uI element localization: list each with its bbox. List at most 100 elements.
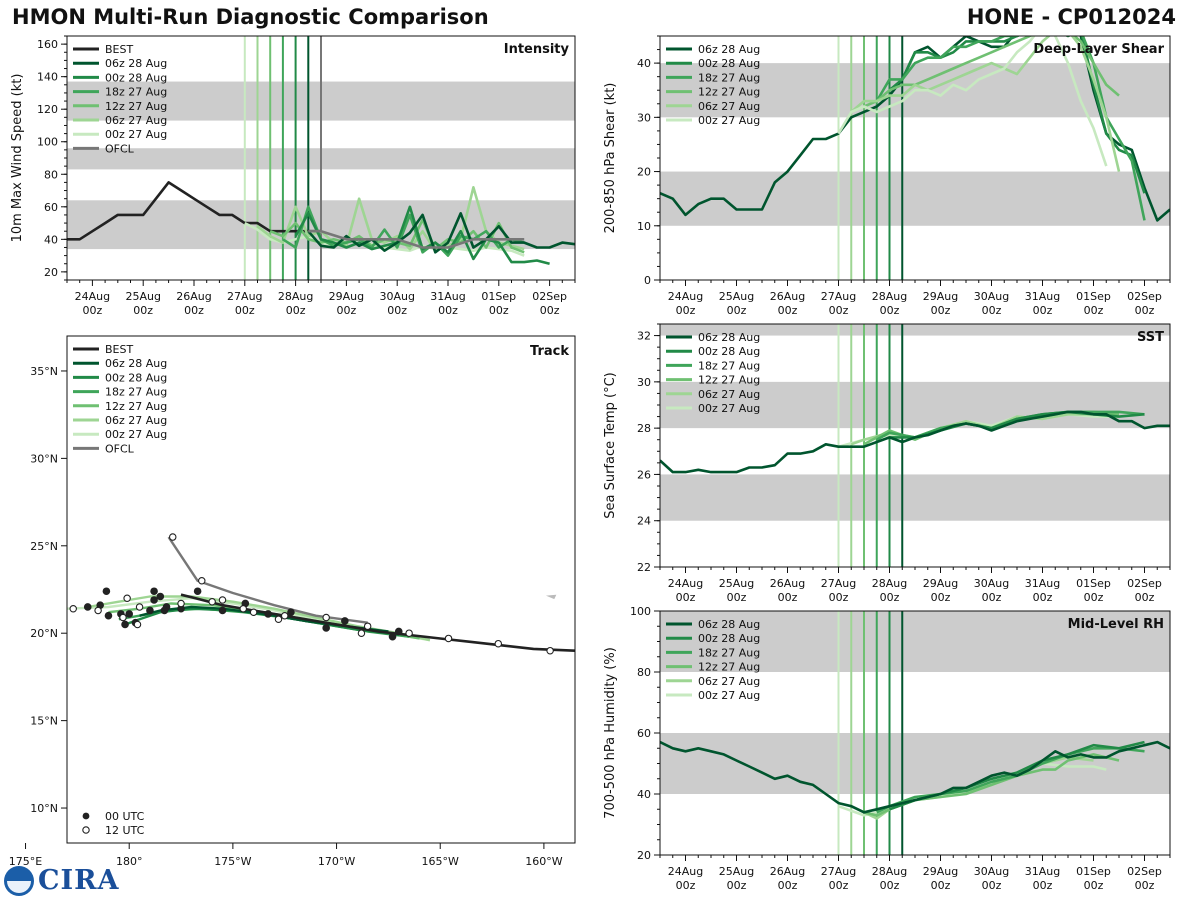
x-tick-label: 00z bbox=[337, 304, 357, 317]
x-tick-label: 25Aug bbox=[719, 577, 754, 590]
threshold-band bbox=[660, 474, 1170, 521]
x-tick-label: 00z bbox=[982, 304, 1002, 317]
plot-area bbox=[660, 36, 1170, 280]
y-tick-label: 140 bbox=[37, 71, 58, 84]
y-tick-label: 0 bbox=[644, 274, 651, 287]
y-axis-label: 200-850 hPa Shear (kt) bbox=[603, 83, 618, 234]
track-marker-12utc bbox=[119, 613, 127, 622]
y-tick-label: 20 bbox=[44, 266, 58, 279]
x-tick-label: 00z bbox=[931, 304, 951, 317]
x-tick-label: 27Aug bbox=[821, 577, 856, 590]
legend-label-r06z27: 06z 27 Aug bbox=[698, 388, 760, 401]
y-tick-label: 60 bbox=[637, 727, 651, 740]
panel-intensity: 2040608010012014016024Aug00z25Aug00z26Au… bbox=[10, 35, 576, 317]
x-tick-label: 01Sep bbox=[1076, 865, 1111, 878]
track-marker-12utc bbox=[198, 577, 206, 585]
panel-title: Mid-Level RH bbox=[1068, 617, 1164, 632]
x-tick-label: 30Aug bbox=[379, 290, 414, 303]
plot-area bbox=[67, 36, 575, 280]
x-tick-label: 26Aug bbox=[770, 577, 805, 590]
track-marker-00utc bbox=[102, 587, 111, 596]
x-tick-label: 00z bbox=[931, 879, 951, 892]
legend-label-r06z28: 06z 28 Aug bbox=[698, 331, 760, 344]
track-marker-00utc bbox=[341, 617, 349, 625]
track-marker-12utc bbox=[494, 639, 503, 648]
track-marker-00utc bbox=[322, 624, 330, 632]
legend-label-r12z27: 12z 27 Aug bbox=[105, 100, 167, 113]
x-tick-label: 00z bbox=[727, 879, 747, 892]
noaa-logo-icon bbox=[4, 866, 34, 896]
y-tick-label: 80 bbox=[637, 666, 651, 679]
legend-marker-12utc bbox=[82, 826, 90, 834]
track-marker-12utc bbox=[69, 604, 77, 613]
figure-title: HMON Multi-Run Diagnostic Comparison bbox=[12, 5, 489, 29]
x-tick-label: 02Sep bbox=[1127, 290, 1162, 303]
y-tick-label: 25°N bbox=[30, 540, 58, 553]
plot-area bbox=[660, 611, 1170, 855]
track-marker-12utc bbox=[94, 606, 102, 615]
x-tick-label: 27Aug bbox=[227, 290, 262, 303]
cira-logo-text: CIRA bbox=[38, 865, 120, 896]
x-tick-label: 31Aug bbox=[1025, 865, 1060, 878]
x-tick-label: 02Sep bbox=[1127, 865, 1162, 878]
x-tick-label: 31Aug bbox=[430, 290, 465, 303]
panel-title: SST bbox=[1137, 330, 1164, 345]
x-tick-label: 27Aug bbox=[821, 290, 856, 303]
legend-label-r00z28: 00z 28 Aug bbox=[105, 371, 167, 384]
x-tick-label: 180° bbox=[116, 855, 143, 868]
x-tick-label: 00z bbox=[829, 591, 849, 604]
x-tick-label: 00z bbox=[778, 304, 798, 317]
x-tick-label: 00z bbox=[1084, 879, 1104, 892]
series-line-ofcl bbox=[308, 229, 525, 249]
track-marker-00utc bbox=[146, 606, 154, 615]
x-tick-label: 00z bbox=[1135, 591, 1155, 604]
track-marker-12utc bbox=[218, 596, 227, 604]
y-tick-label: 22 bbox=[637, 561, 651, 574]
x-tick-label: 00z bbox=[1084, 591, 1104, 604]
panel-rh: 2040608010024Aug00z25Aug00z26Aug00z27Aug… bbox=[603, 605, 1171, 892]
x-tick-label: 31Aug bbox=[1025, 577, 1060, 590]
y-tick-label: 30 bbox=[637, 111, 651, 124]
track-marker-12utc bbox=[239, 604, 247, 613]
track-marker-00utc bbox=[394, 627, 403, 636]
panel-title: Deep-Layer Shear bbox=[1033, 42, 1164, 57]
x-tick-label: 29Aug bbox=[923, 577, 958, 590]
y-tick-label: 120 bbox=[37, 103, 58, 116]
y-tick-label: 35°N bbox=[30, 365, 58, 378]
x-tick-label: 00z bbox=[727, 304, 747, 317]
series-line-r00z28 bbox=[888, 36, 1146, 194]
legend-label-best: BEST bbox=[105, 343, 133, 356]
y-tick-label: 160 bbox=[37, 38, 58, 51]
threshold-band bbox=[660, 324, 1170, 336]
y-tick-label: 20 bbox=[637, 166, 651, 179]
panel-shear: 01020304024Aug00z25Aug00z26Aug00z27Aug00… bbox=[603, 35, 1171, 317]
track-marker-12utc bbox=[274, 615, 283, 623]
legend-label-r12z27: 12z 27 Aug bbox=[105, 400, 167, 413]
series-line-r12z27 bbox=[863, 36, 1120, 108]
y-tick-label: 20 bbox=[637, 849, 651, 862]
track-marker-12utc bbox=[444, 634, 453, 643]
x-tick-label: 29Aug bbox=[329, 290, 364, 303]
x-tick-label: 29Aug bbox=[923, 290, 958, 303]
track-line-best bbox=[180, 593, 575, 653]
x-tick-label: 00z bbox=[778, 591, 798, 604]
x-tick-label: 24Aug bbox=[75, 290, 110, 303]
x-tick-label: 165°W bbox=[422, 855, 459, 868]
legend-label-best: BEST bbox=[105, 43, 133, 56]
x-tick-label: 01Sep bbox=[1076, 290, 1111, 303]
series-line-best bbox=[67, 181, 321, 241]
y-tick-label: 100 bbox=[37, 136, 58, 149]
x-tick-label: 24Aug bbox=[668, 577, 703, 590]
track-marker-12utc bbox=[208, 597, 216, 606]
legend-label-r00z27: 00z 27 Aug bbox=[698, 689, 760, 702]
legend-label-r00z27: 00z 27 Aug bbox=[105, 128, 167, 141]
legend-label-r06z27: 06z 27 Aug bbox=[698, 675, 760, 688]
x-tick-label: 00z bbox=[438, 304, 458, 317]
x-tick-label: 30Aug bbox=[974, 577, 1009, 590]
track-marker-00utc bbox=[83, 603, 92, 611]
track-marker-12utc bbox=[168, 533, 177, 541]
track-marker-00utc bbox=[150, 587, 158, 596]
x-tick-label: 00z bbox=[676, 879, 696, 892]
y-tick-label: 28 bbox=[637, 422, 651, 435]
